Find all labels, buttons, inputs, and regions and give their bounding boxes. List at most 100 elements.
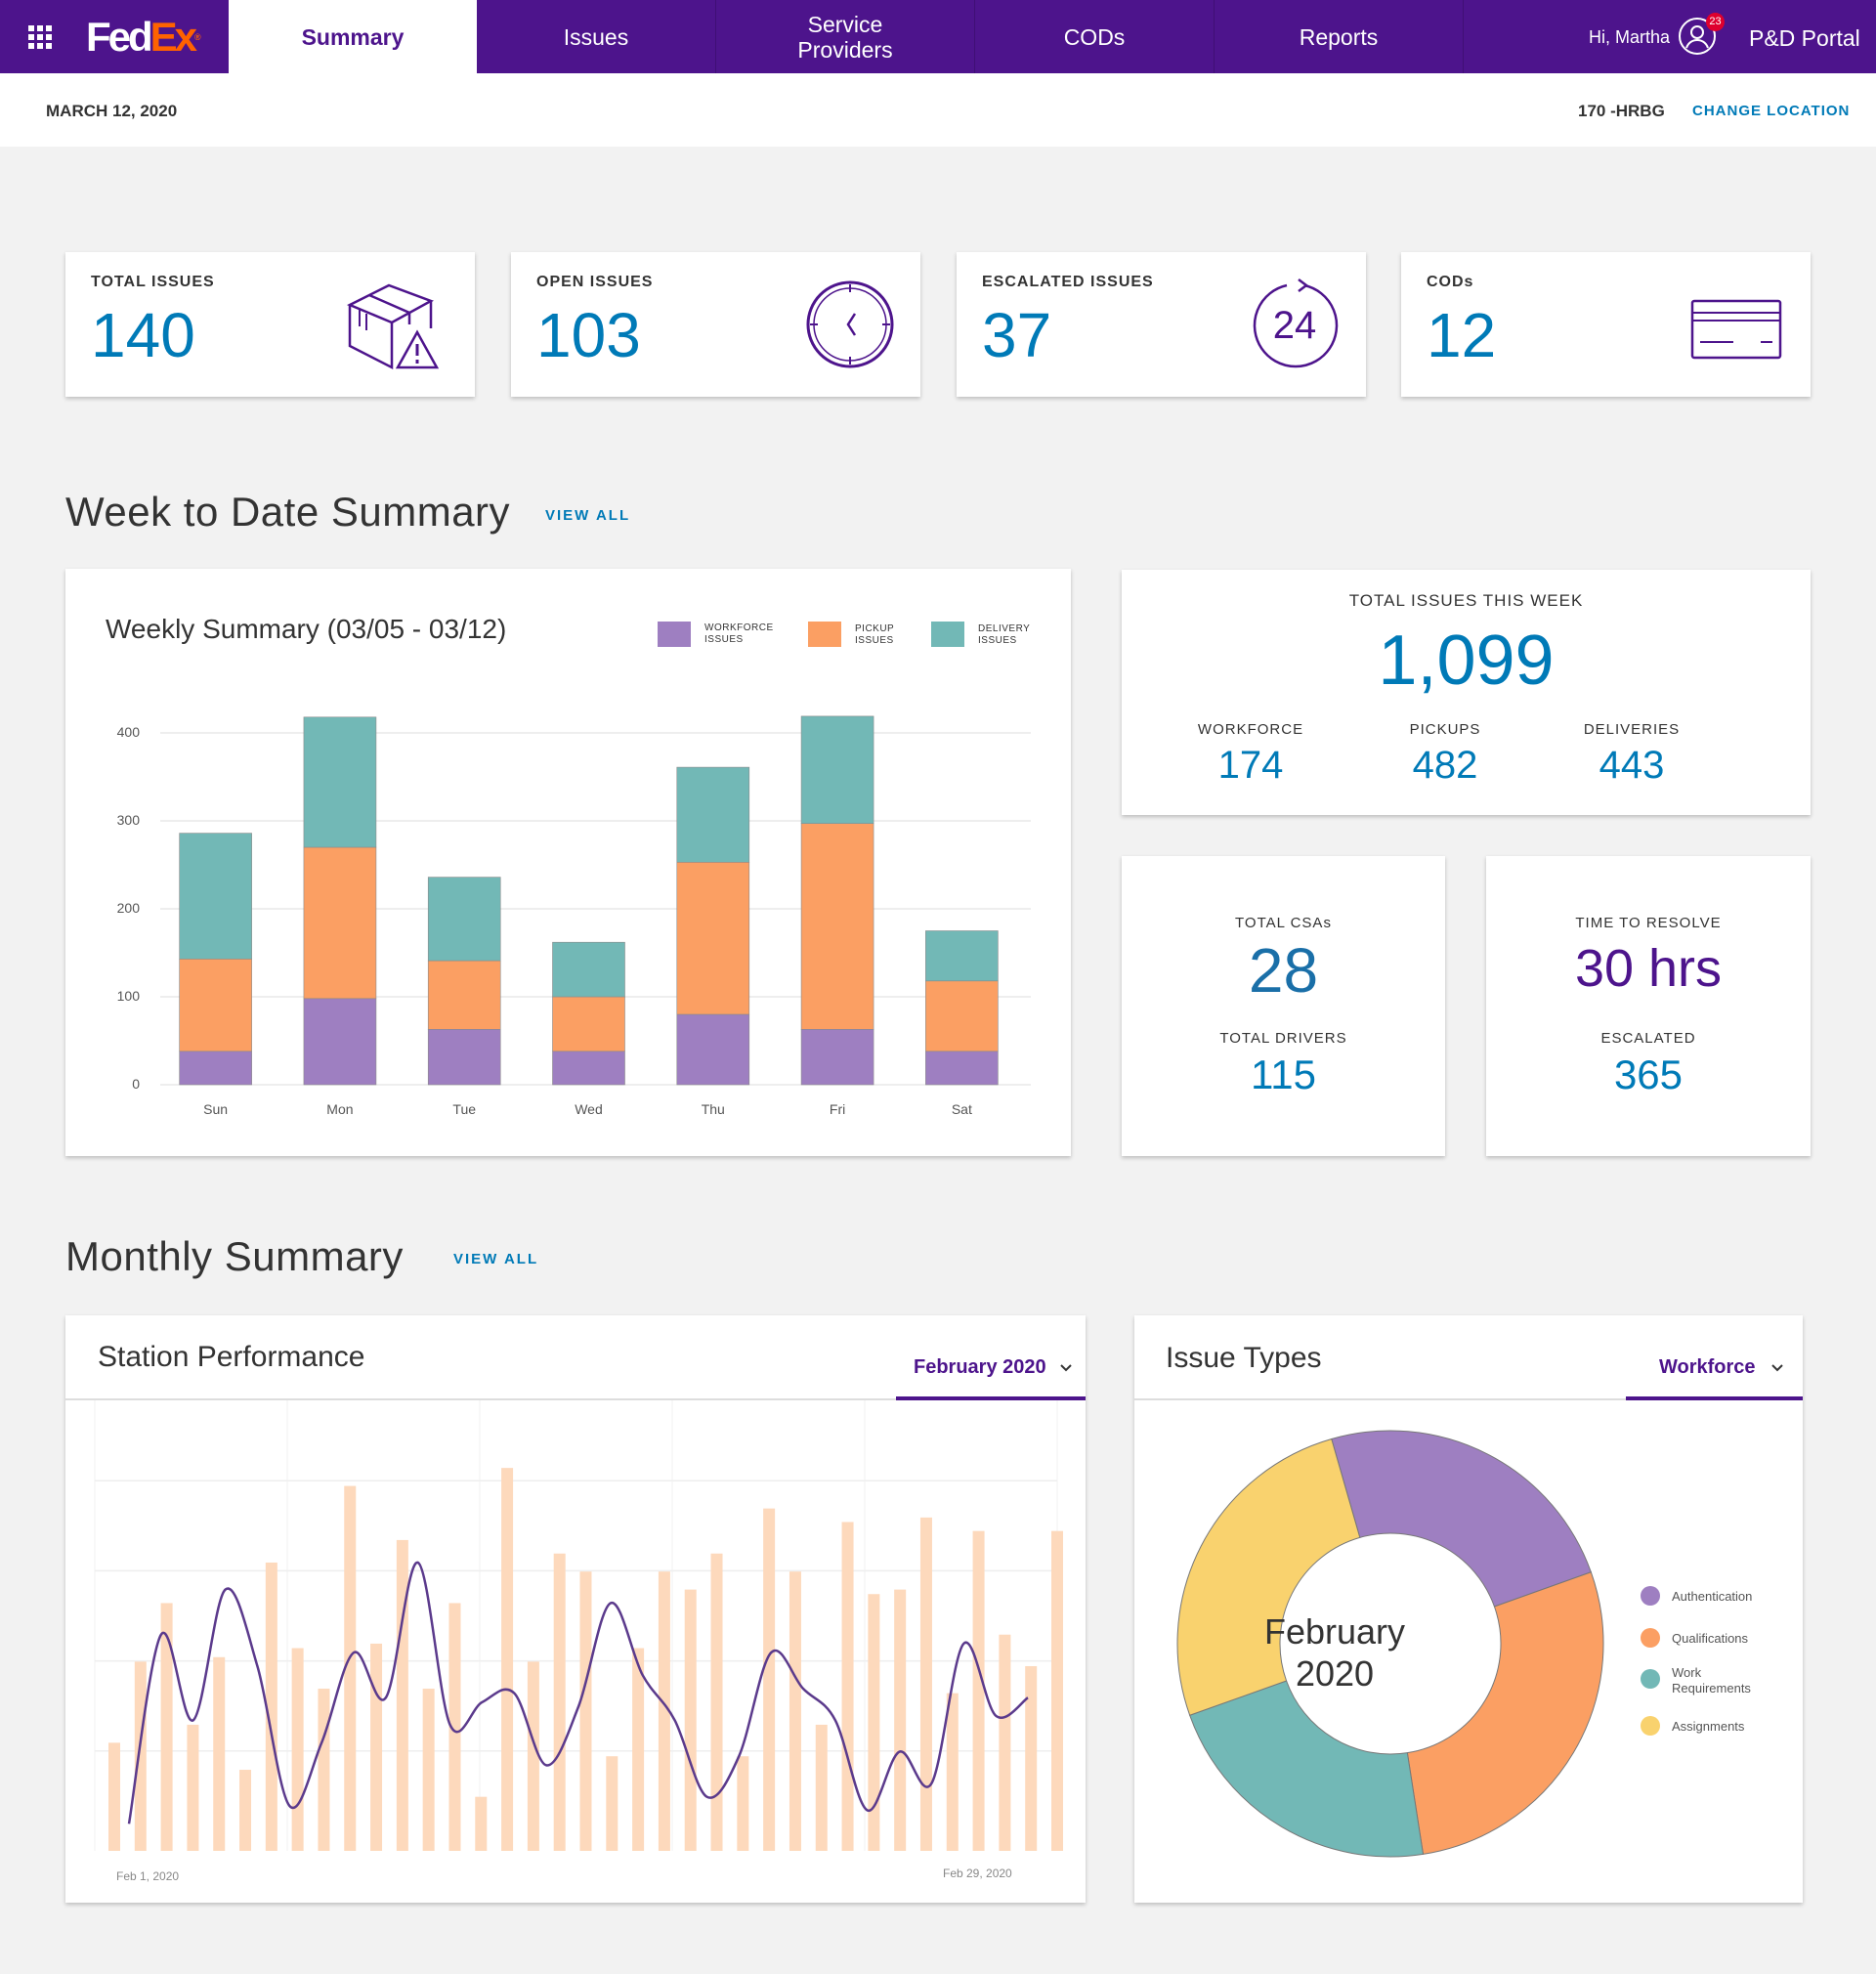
notification-badge[interactable]: 23 [1706,13,1725,31]
legend-label-work-requirements: Work Requirements [1672,1665,1751,1695]
performance-bar [606,1756,618,1851]
nav-divider [1214,0,1215,73]
total-drivers-label: TOTAL DRIVERS [1219,1030,1347,1047]
24-hour-icon: 24 [1253,279,1339,368]
bar-segment [427,1028,501,1086]
x-tick-label: Mon [326,1101,353,1117]
stat-value: 12 [1427,300,1497,370]
legend-label-qualifications: Qualifications [1672,1631,1749,1646]
csa-card: TOTAL CSAs 28 TOTAL DRIVERS 115 [1122,856,1445,1156]
legend-swatch-delivery [931,622,964,647]
stat-label: ESCALATED ISSUES [982,274,1154,290]
x-tick-label: Tue [452,1101,476,1117]
bar-segment [303,716,377,848]
package-alert-icon [347,283,440,370]
nav-divider [1463,0,1464,73]
performance-bar [710,1553,723,1851]
performance-bar [579,1571,592,1851]
workforce-label: WORKFORCE [1197,721,1304,738]
tab-label: Summary [301,23,405,50]
station-performance-card: Station Performance February 2020 Feb 1,… [65,1315,1086,1903]
stat-card-open-issues[interactable]: OPEN ISSUES 103 [511,252,920,397]
bar-segment [800,1028,874,1086]
deliveries-value: 443 [1599,744,1665,787]
tab-reports[interactable]: Reports [1215,0,1463,73]
performance-bar [1051,1530,1063,1851]
station-performance-chart [94,1400,1063,1851]
weekly-bar-chart: 0 100 200 300 400 Sun Mon Tue Wed Thu Fri Sat [117,715,1031,1117]
performance-bar [1025,1665,1038,1851]
performance-bar [815,1724,828,1851]
issue-type-dropdown[interactable]: Workforce [1659,1356,1784,1379]
change-location-link[interactable]: CHANGE LOCATION [1692,103,1851,119]
dropdown-underline [1626,1396,1803,1400]
panel-divider [65,1398,1086,1400]
bar-segment [179,833,252,960]
performance-bar [868,1594,880,1851]
total-drivers-value: 115 [1251,1051,1316,1097]
month-view-all-link[interactable]: VIEW ALL [453,1251,539,1267]
dropdown-underline [896,1396,1086,1400]
performance-bar [501,1468,514,1851]
bar-segment [427,877,501,962]
workforce-value: 174 [1217,744,1284,787]
stat-label: TOTAL ISSUES [91,274,215,290]
bar-segment [676,766,750,863]
tab-service-providers[interactable]: Service Providers [716,0,974,73]
donut-slice [1189,1680,1425,1858]
performance-bar [318,1689,330,1851]
user-avatar-icon[interactable] [1679,18,1716,55]
stat-value: 140 [91,300,195,370]
nav-divider [715,0,716,73]
bar-segment [179,958,252,1052]
bar-segment [427,960,501,1030]
performance-bar [422,1689,435,1851]
stat-label: OPEN ISSUES [536,274,654,290]
week-totals-title: TOTAL ISSUES THIS WEEK [1348,591,1584,610]
performance-bar [239,1770,252,1851]
app-grid-icon[interactable] [28,25,56,49]
month-dropdown[interactable]: February 2020 [914,1356,1073,1379]
bar-segment [676,1013,750,1086]
week-view-all-link[interactable]: VIEW ALL [545,507,631,524]
chevron-down-icon [1771,1364,1783,1372]
sub-header [0,73,1876,147]
performance-bar [396,1539,408,1851]
issue-type-dropdown-label: Workforce [1659,1356,1756,1378]
x-tick-label: Fri [830,1101,845,1117]
tab-issues[interactable]: Issues [477,0,715,73]
legend-label-authentication: Authentication [1672,1589,1753,1604]
tab-label: Service Providers [797,11,893,63]
bar-segment [800,823,874,1030]
performance-bar [946,1693,959,1851]
tab-label: Reports [1299,23,1379,50]
panel-divider [1134,1398,1803,1400]
x-tick-label: Wed [575,1101,603,1117]
bar-segment [552,996,625,1052]
weekly-chart-title: Weekly Summary (03/05 - 03/12) [106,614,507,644]
legend-label-delivery: DELIVERY ISSUES [978,623,1031,646]
legend-swatch-workforce [658,622,691,647]
escalated-label: ESCALATED [1600,1030,1696,1047]
deliveries-label: DELIVERIES [1583,721,1681,738]
fedex-logo[interactable]: FedEx® [86,14,201,60]
performance-bar [291,1648,304,1851]
stat-card-cods[interactable]: CODs 12 [1401,252,1811,397]
performance-bar [972,1530,985,1851]
tab-summary[interactable]: Summary [229,0,477,73]
bar-segment [552,941,625,998]
legend-label-assignments: Assignments [1672,1719,1745,1734]
performance-line [127,1561,1029,1824]
legend-swatch-pickup [808,622,841,647]
stat-card-total-issues[interactable]: TOTAL ISSUES 140 [65,252,475,397]
total-csas-value: 28 [1248,935,1319,1006]
donut-slice [1176,1438,1361,1716]
donut-slice [1406,1571,1604,1855]
tab-cods[interactable]: CODs [975,0,1214,73]
current-date: MARCH 12, 2020 [46,102,178,120]
stat-card-escalated-issues[interactable]: ESCALATED ISSUES 37 24 [957,252,1366,397]
portal-link[interactable]: P&D Portal [1749,25,1860,51]
clock-icon [806,280,894,368]
issue-types-title: Issue Types [1166,1342,1322,1374]
donut-center-label: February 2020 [1263,1611,1406,1694]
